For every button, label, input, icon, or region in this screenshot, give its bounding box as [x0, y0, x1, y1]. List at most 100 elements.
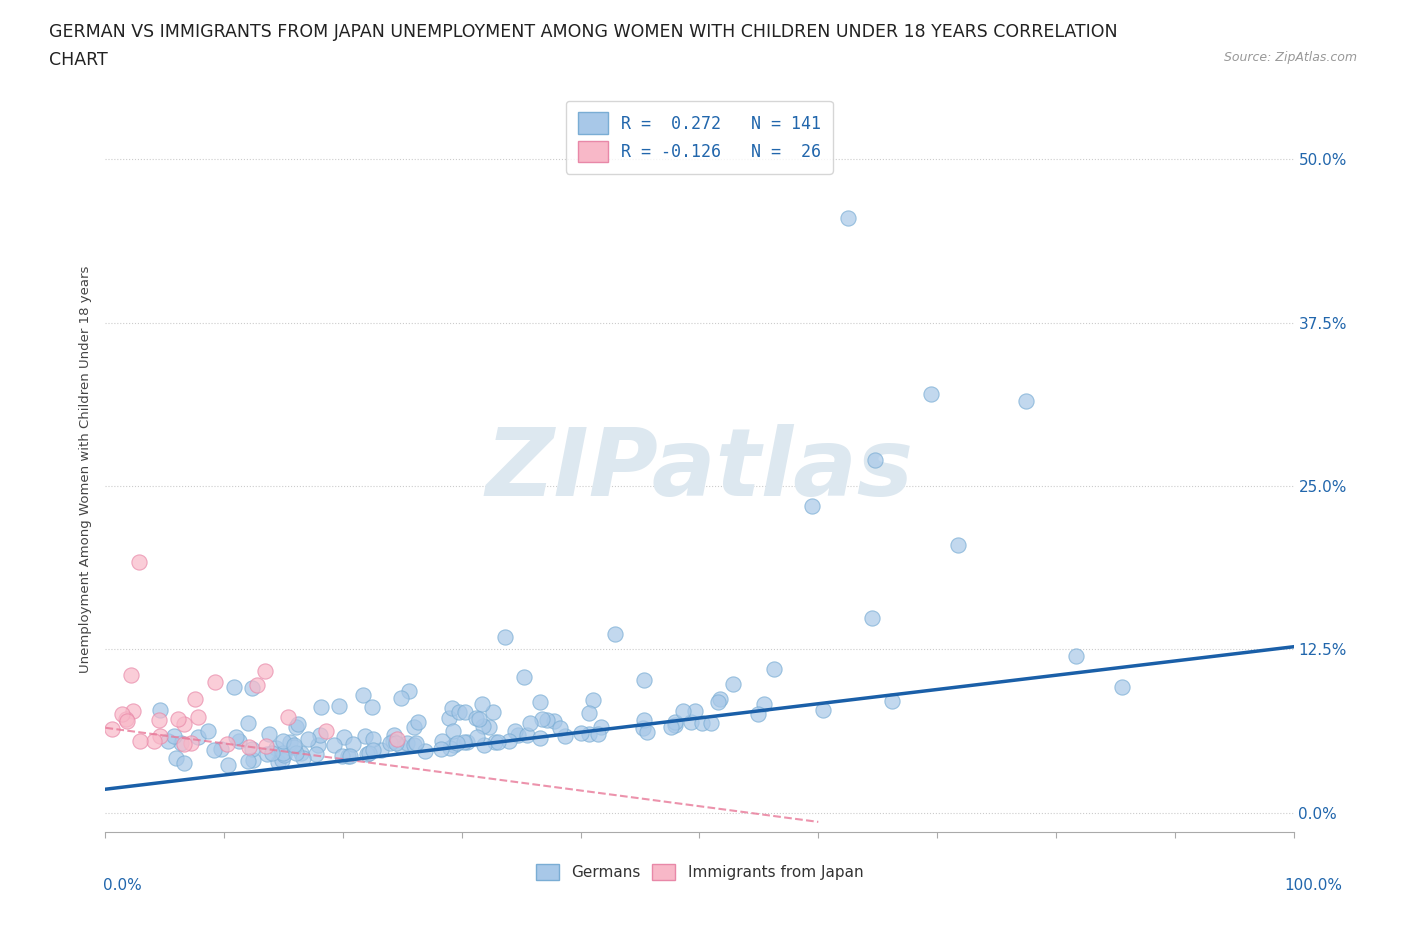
Point	[402, 737, 425, 752]
Point	[1015, 393, 1038, 408]
Point	[357, 745, 380, 760]
Point	[173, 717, 195, 732]
Point	[709, 692, 731, 707]
Point	[280, 735, 302, 750]
Point	[605, 627, 627, 642]
Point	[238, 753, 260, 768]
Point	[217, 757, 239, 772]
Point	[309, 699, 332, 714]
Point	[180, 736, 202, 751]
Point	[1111, 680, 1133, 695]
Point	[256, 747, 278, 762]
Point	[430, 741, 453, 756]
Point	[197, 724, 219, 738]
Point	[681, 715, 703, 730]
Point	[254, 739, 277, 754]
Point	[582, 693, 605, 708]
Point	[837, 210, 859, 225]
Point	[333, 729, 356, 744]
Point	[149, 728, 172, 743]
Point	[486, 735, 509, 750]
Point	[747, 707, 769, 722]
Point	[467, 712, 489, 727]
Text: 100.0%: 100.0%	[1285, 878, 1343, 893]
Point	[948, 538, 970, 552]
Point	[382, 727, 405, 742]
Point	[723, 677, 745, 692]
Point	[519, 715, 541, 730]
Point	[441, 724, 464, 738]
Point	[437, 711, 460, 725]
Point	[385, 732, 408, 747]
Point	[277, 710, 299, 724]
Point	[183, 692, 205, 707]
Point	[530, 711, 553, 726]
Point	[406, 715, 429, 730]
Point	[482, 705, 505, 720]
Point	[204, 674, 226, 689]
Point	[128, 554, 150, 569]
Point	[512, 670, 534, 684]
Point	[236, 716, 259, 731]
Point	[405, 736, 427, 751]
Point	[287, 716, 309, 731]
Point	[402, 720, 425, 735]
Point	[283, 739, 305, 754]
Point	[361, 700, 384, 715]
Point	[370, 743, 392, 758]
Point	[467, 729, 489, 744]
Point	[224, 679, 246, 694]
Point	[170, 735, 193, 750]
Point	[591, 720, 613, 735]
Point	[240, 681, 263, 696]
Point	[633, 672, 655, 687]
Point	[307, 737, 329, 752]
Point	[456, 735, 478, 750]
Point	[865, 452, 887, 467]
Point	[633, 721, 655, 736]
Point	[352, 687, 374, 702]
Point	[453, 735, 475, 750]
Point	[801, 498, 824, 513]
Point	[305, 746, 328, 761]
Point	[516, 727, 538, 742]
Point	[762, 662, 785, 677]
Point	[395, 736, 418, 751]
Point	[120, 667, 142, 682]
Point	[270, 752, 292, 767]
Point	[238, 739, 260, 754]
Point	[328, 698, 350, 713]
Text: 0.0%: 0.0%	[103, 878, 142, 893]
Point	[323, 737, 346, 752]
Point	[257, 726, 280, 741]
Point	[115, 714, 138, 729]
Point	[752, 697, 775, 711]
Point	[292, 751, 315, 766]
Point	[529, 695, 551, 710]
Point	[478, 720, 501, 735]
Point	[284, 719, 307, 734]
Point	[569, 725, 592, 740]
Point	[297, 732, 319, 747]
Point	[363, 743, 385, 758]
Point	[202, 743, 225, 758]
Point	[548, 721, 571, 736]
Point	[308, 728, 330, 743]
Point	[273, 746, 295, 761]
Point	[315, 724, 337, 738]
Point	[173, 756, 195, 771]
Point	[242, 742, 264, 757]
Point	[439, 740, 461, 755]
Point	[354, 729, 377, 744]
Point	[860, 610, 883, 625]
Legend: Germans, Immigrants from Japan: Germans, Immigrants from Japan	[530, 857, 869, 886]
Point	[413, 743, 436, 758]
Point	[664, 718, 686, 733]
Point	[284, 746, 307, 761]
Point	[1064, 648, 1087, 663]
Point	[163, 729, 186, 744]
Point	[700, 716, 723, 731]
Point	[494, 630, 516, 644]
Point	[529, 731, 551, 746]
Text: GERMAN VS IMMIGRANTS FROM JAPAN UNEMPLOYMENT AMONG WOMEN WITH CHILDREN UNDER 18 : GERMAN VS IMMIGRANTS FROM JAPAN UNEMPLOY…	[49, 23, 1118, 41]
